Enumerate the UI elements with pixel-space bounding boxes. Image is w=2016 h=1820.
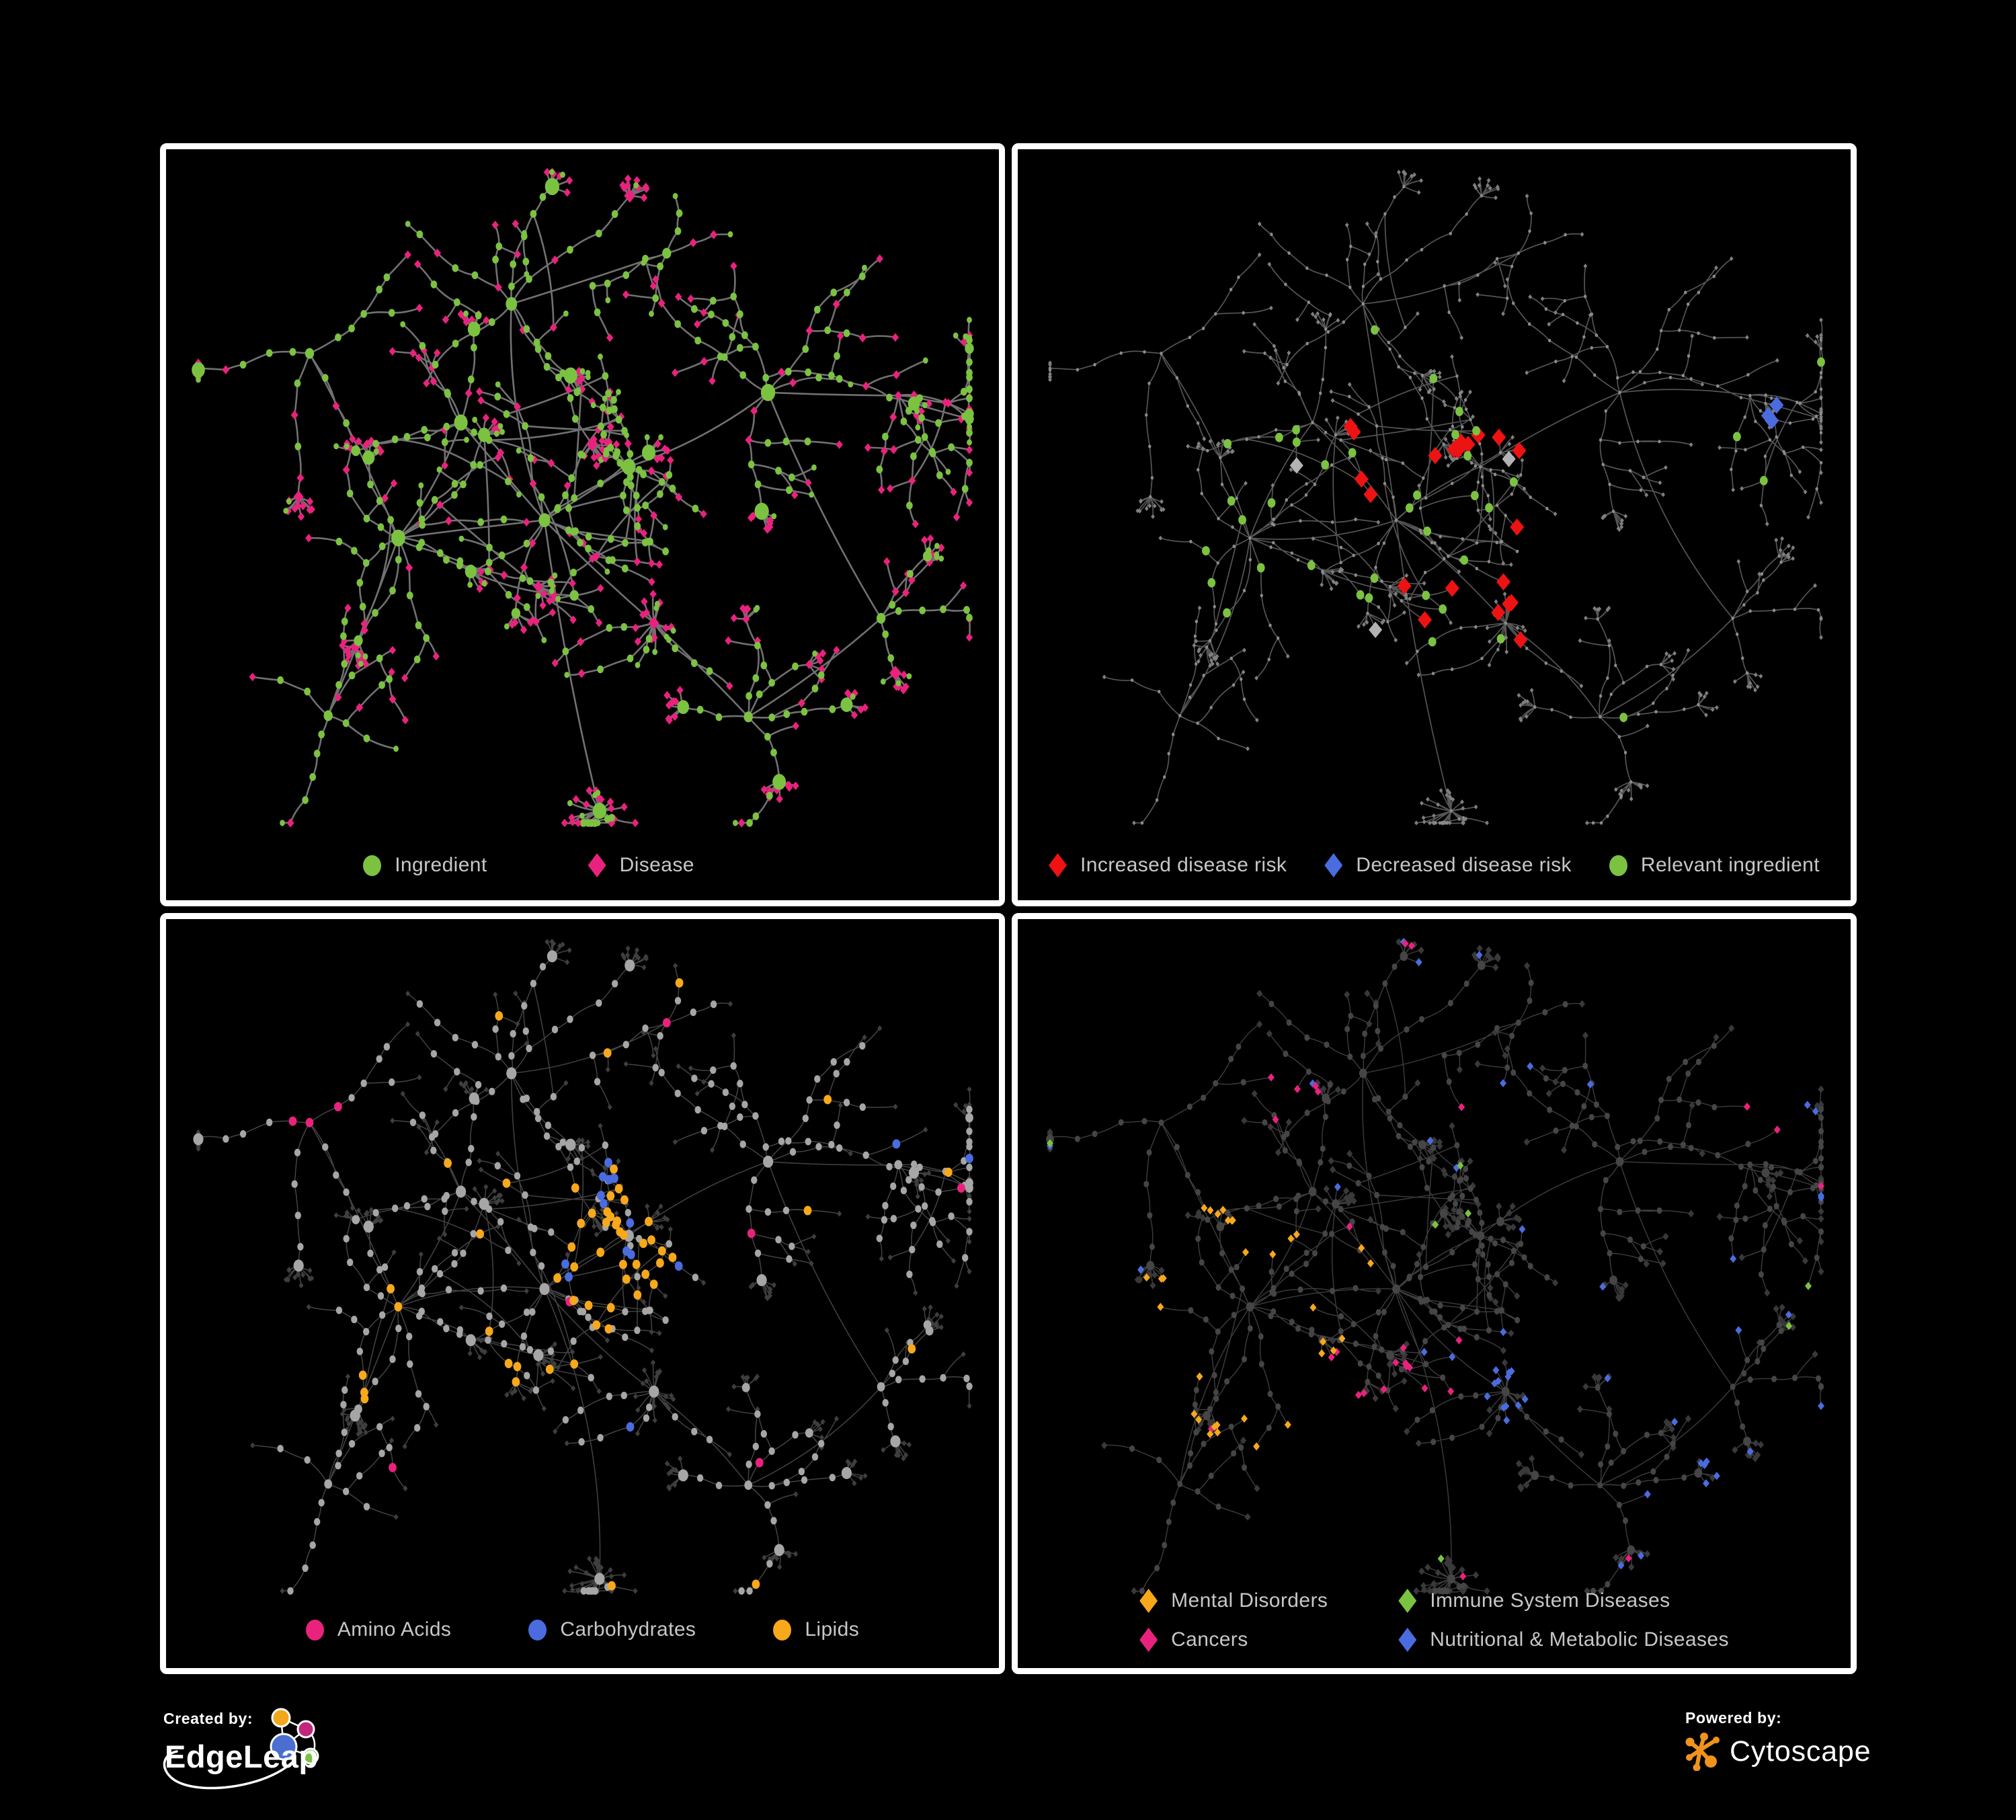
mental-disorders-diamond-icon — [1139, 1589, 1158, 1613]
legend-item-relevant-ingredient: Relevant ingredient — [1609, 854, 1820, 877]
legend-item-decreased-risk: Decreased disease risk — [1324, 853, 1572, 877]
cytoscape-network-icon — [1685, 1733, 1720, 1771]
legend-label: Decreased disease risk — [1356, 854, 1572, 876]
increased-risk-diamond-icon — [1049, 853, 1067, 877]
disease-diamond-icon — [588, 853, 606, 877]
legend-item-carbohydrates: Carbohydrates — [528, 1618, 696, 1641]
edgeleap-logo: EdgeLeap — [163, 1708, 526, 1820]
legend-label: Disease — [619, 854, 694, 876]
cytoscape-wordmark: Cytoscape — [1730, 1735, 1871, 1768]
panel-nutrient-classes-network: Amino Acids Carbohydrates Lipids — [160, 913, 1005, 1674]
legend-disease-classes: Mental Disorders Immune System Diseases … — [1139, 1589, 1729, 1652]
legend-nutrient-classes: Amino Acids Carbohydrates Lipids — [166, 1618, 999, 1641]
ingredient-disease-network-canvas — [192, 167, 974, 828]
edgeleap-network-doodle-icon — [163, 1708, 319, 1790]
legend-label: Relevant ingredient — [1640, 854, 1820, 876]
legend-item-cancers: Cancers — [1139, 1628, 1248, 1652]
edgeleap-wordmark: EdgeLeap — [165, 1739, 319, 1774]
legend-disease-risk: Increased disease risk Decreased disease… — [1018, 853, 1851, 877]
legend-label: Increased disease risk — [1080, 854, 1287, 876]
panel-disease-classes-network: Mental Disorders Immune System Diseases … — [1012, 913, 1857, 1674]
disease-risk-network-canvas — [1048, 169, 1825, 826]
decreased-risk-diamond-icon — [1324, 853, 1343, 877]
panel-disease-risk-network: Increased disease risk Decreased disease… — [1012, 143, 1857, 906]
carbohydrates-circle-icon — [528, 1619, 547, 1640]
powered-by-label: Powered by: — [1685, 1709, 1782, 1727]
legend-label: Cancers — [1171, 1628, 1248, 1651]
disease-classes-network-canvas — [1046, 937, 1824, 1595]
legend-item-disease: Disease — [588, 853, 694, 877]
legend-item-lipids: Lipids — [773, 1618, 859, 1641]
legend-label: Ingredient — [395, 854, 487, 876]
powered-by-block: Powered by: Cytoscape — [1685, 1709, 1871, 1771]
legend-item-mental-disorders: Mental Disorders — [1139, 1589, 1328, 1613]
legend-item-increased-risk: Increased disease risk — [1049, 853, 1287, 877]
legend-label: Amino Acids — [337, 1618, 452, 1640]
legend-item-ingredient: Ingredient — [363, 854, 487, 877]
legend-label: Nutritional & Metabolic Diseases — [1430, 1628, 1729, 1651]
legend-ingredient-disease: Ingredient Disease — [166, 853, 945, 877]
legend-item-amino-acids: Amino Acids — [305, 1618, 452, 1641]
lipids-circle-icon — [773, 1619, 792, 1640]
created-by-block: Created by: EdgeLeap — [163, 1708, 526, 1820]
legend-label: Immune System Diseases — [1430, 1589, 1670, 1612]
legend-label: Mental Disorders — [1171, 1589, 1328, 1612]
nutritional-metabolic-diseases-diamond-icon — [1398, 1628, 1417, 1652]
ingredient-circle-icon — [363, 855, 382, 876]
legend-item-immune-system-diseases: Immune System Diseases — [1398, 1589, 1670, 1613]
legend-label: Lipids — [805, 1618, 860, 1640]
nutrient-classes-network-canvas — [193, 939, 973, 1595]
amino-acids-circle-icon — [305, 1619, 324, 1640]
cancers-diamond-icon — [1139, 1628, 1158, 1652]
created-by-label: Created by: — [163, 1710, 253, 1727]
legend-item-nutritional-metabolic-diseases: Nutritional & Metabolic Diseases — [1398, 1628, 1729, 1652]
legend-label: Carbohydrates — [560, 1618, 696, 1640]
relevant-ingredient-circle-icon — [1609, 855, 1627, 876]
panel-ingredient-disease-network: Ingredient Disease — [160, 143, 1005, 906]
immune-system-diseases-diamond-icon — [1398, 1589, 1417, 1613]
